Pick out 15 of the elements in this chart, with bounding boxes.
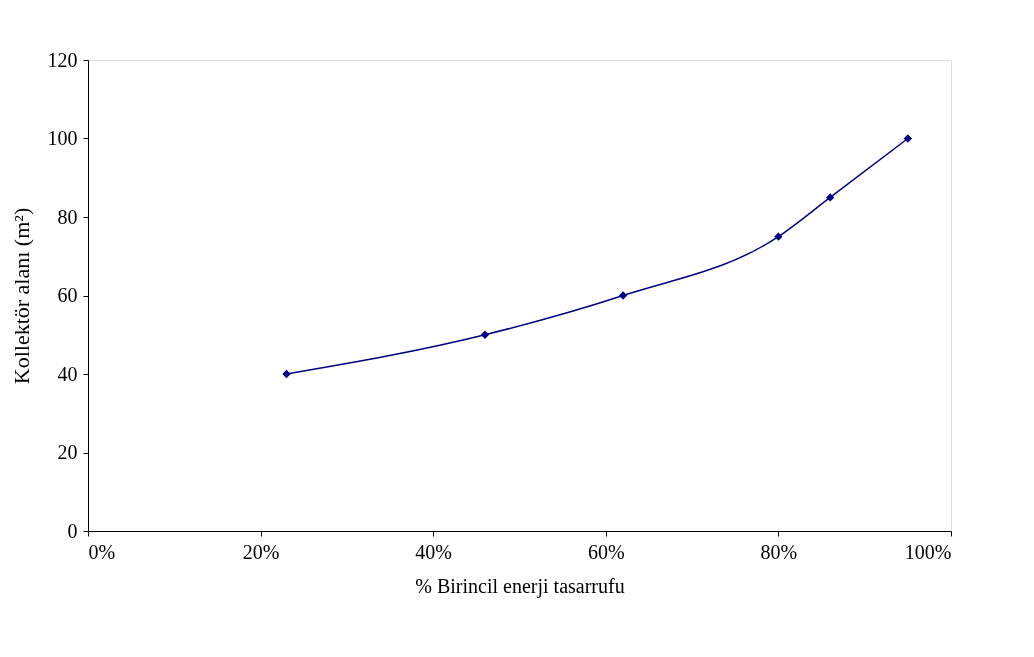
x-tick-label: 20% [242, 540, 280, 563]
x-tick-label: 40% [415, 540, 453, 563]
y-tick-label: 0 [67, 519, 78, 542]
y-axis-title: Kollektör alanı (m²) [8, 207, 34, 385]
x-tick-label: 100% [904, 540, 952, 563]
x-tick-label: 80% [760, 540, 798, 563]
x-tick-label: 60% [587, 540, 625, 563]
y-tick-label: 120 [47, 48, 78, 71]
y-tick-label: 80 [57, 205, 78, 228]
x-axis-title: % Birincil enerji tasarrufu [415, 574, 625, 598]
y-tick-label: 40 [57, 362, 78, 385]
y-tick-label: 20 [57, 441, 78, 463]
x-tick-label: 0% [88, 540, 116, 563]
y-tick-label: 60 [57, 284, 78, 306]
y-tick-label: 100 [47, 127, 78, 149]
